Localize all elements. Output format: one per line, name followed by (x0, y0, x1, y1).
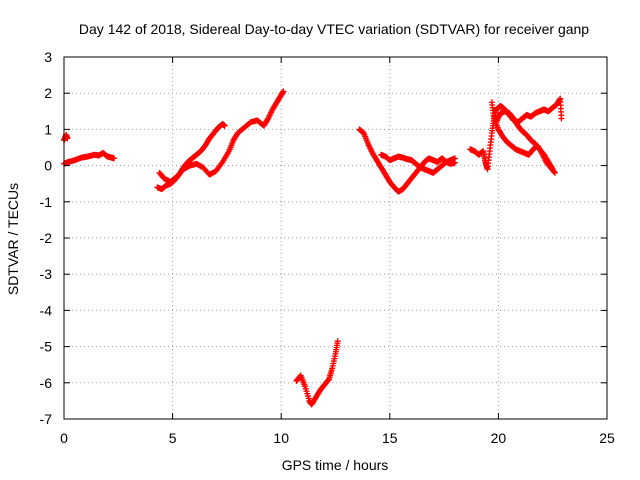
data-series (61, 88, 565, 408)
x-tick-label: 20 (491, 430, 507, 446)
y-axis-label: SDTVAR / TECUs (5, 183, 21, 295)
data-point (110, 155, 117, 162)
plot-frame (63, 56, 608, 420)
series-segment (493, 108, 556, 173)
series-segment (61, 131, 71, 144)
y-tick-label: 2 (44, 85, 52, 101)
y-tick-label: -7 (40, 411, 53, 427)
series-segment (293, 338, 341, 408)
x-tick-label: 5 (169, 430, 177, 446)
x-tick-label: 15 (382, 430, 398, 446)
x-tick-label: 25 (599, 430, 615, 446)
y-tick-label: 3 (44, 49, 52, 65)
series-segment (378, 151, 458, 176)
x-axis-label: GPS time / hours (282, 457, 389, 473)
data-point (549, 166, 556, 173)
series-segment (156, 88, 287, 185)
data-point (551, 169, 558, 176)
y-tick-label: -1 (40, 194, 53, 210)
chart-title: Day 142 of 2018, Sidereal Day-to-day VTE… (79, 21, 589, 37)
data-point (64, 135, 71, 142)
y-tick-label: 1 (44, 121, 52, 137)
data-point (325, 377, 332, 384)
y-tick-label: -5 (40, 339, 53, 355)
axis-ticks: 0 5 10 15 20 25 -7 -6 -5 -4 -3 -2 -1 0 1 2 3 (40, 49, 615, 446)
y-tick-label: -2 (40, 230, 53, 246)
y-tick-label: -6 (40, 375, 53, 391)
x-tick-label: 10 (273, 430, 289, 446)
data-point (334, 338, 341, 345)
series-segment (61, 149, 117, 167)
data-point (221, 122, 228, 129)
data-point (558, 115, 565, 122)
y-tick-label: 0 (44, 158, 52, 174)
data-point (451, 155, 458, 162)
y-tick-label: -4 (40, 302, 53, 318)
data-point (280, 88, 287, 95)
grid (64, 57, 607, 419)
y-tick-label: -3 (40, 266, 53, 282)
data-point (548, 165, 555, 172)
x-tick-label: 0 (60, 430, 68, 446)
